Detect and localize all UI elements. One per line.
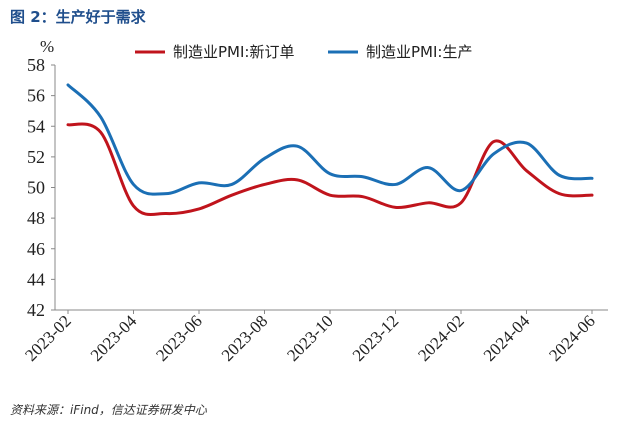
series-line-new-orders [66,122,594,217]
x-tick-label: 2024-02 [414,311,468,365]
legend-label-production: 制造业PMI:生产 [366,43,472,61]
x-tick-label: 2023-06 [152,311,206,365]
y-tick-label: 52 [27,147,45,167]
legend-label-new-orders: 制造业PMI:新订单 [173,43,294,61]
y-axis-unit: % [40,37,54,56]
source-note: 资料来源：iFind，信达证券研发中心 [10,403,207,417]
x-tick-label: 2023-08 [218,311,272,365]
y-tick-label: 44 [27,269,45,289]
y-tick-label: 42 [27,300,45,320]
x-tick-label: 2023-04 [87,311,141,365]
x-tick-label: 2024-04 [480,311,534,365]
figure-title: 图 2：生产好于需求 [10,8,146,26]
y-tick-label: 54 [27,116,45,136]
y-tick-label: 50 [27,178,45,198]
x-tick-label: 2024-06 [545,311,599,365]
x-tick-label: 2023-12 [349,311,403,365]
y-tick-label: 56 [27,86,45,106]
series-line-production [66,83,594,196]
y-tick-label: 58 [27,55,45,75]
y-tick-label: 46 [27,239,45,259]
x-tick-label: 2023-10 [283,311,337,365]
y-tick-label: 48 [27,208,45,228]
